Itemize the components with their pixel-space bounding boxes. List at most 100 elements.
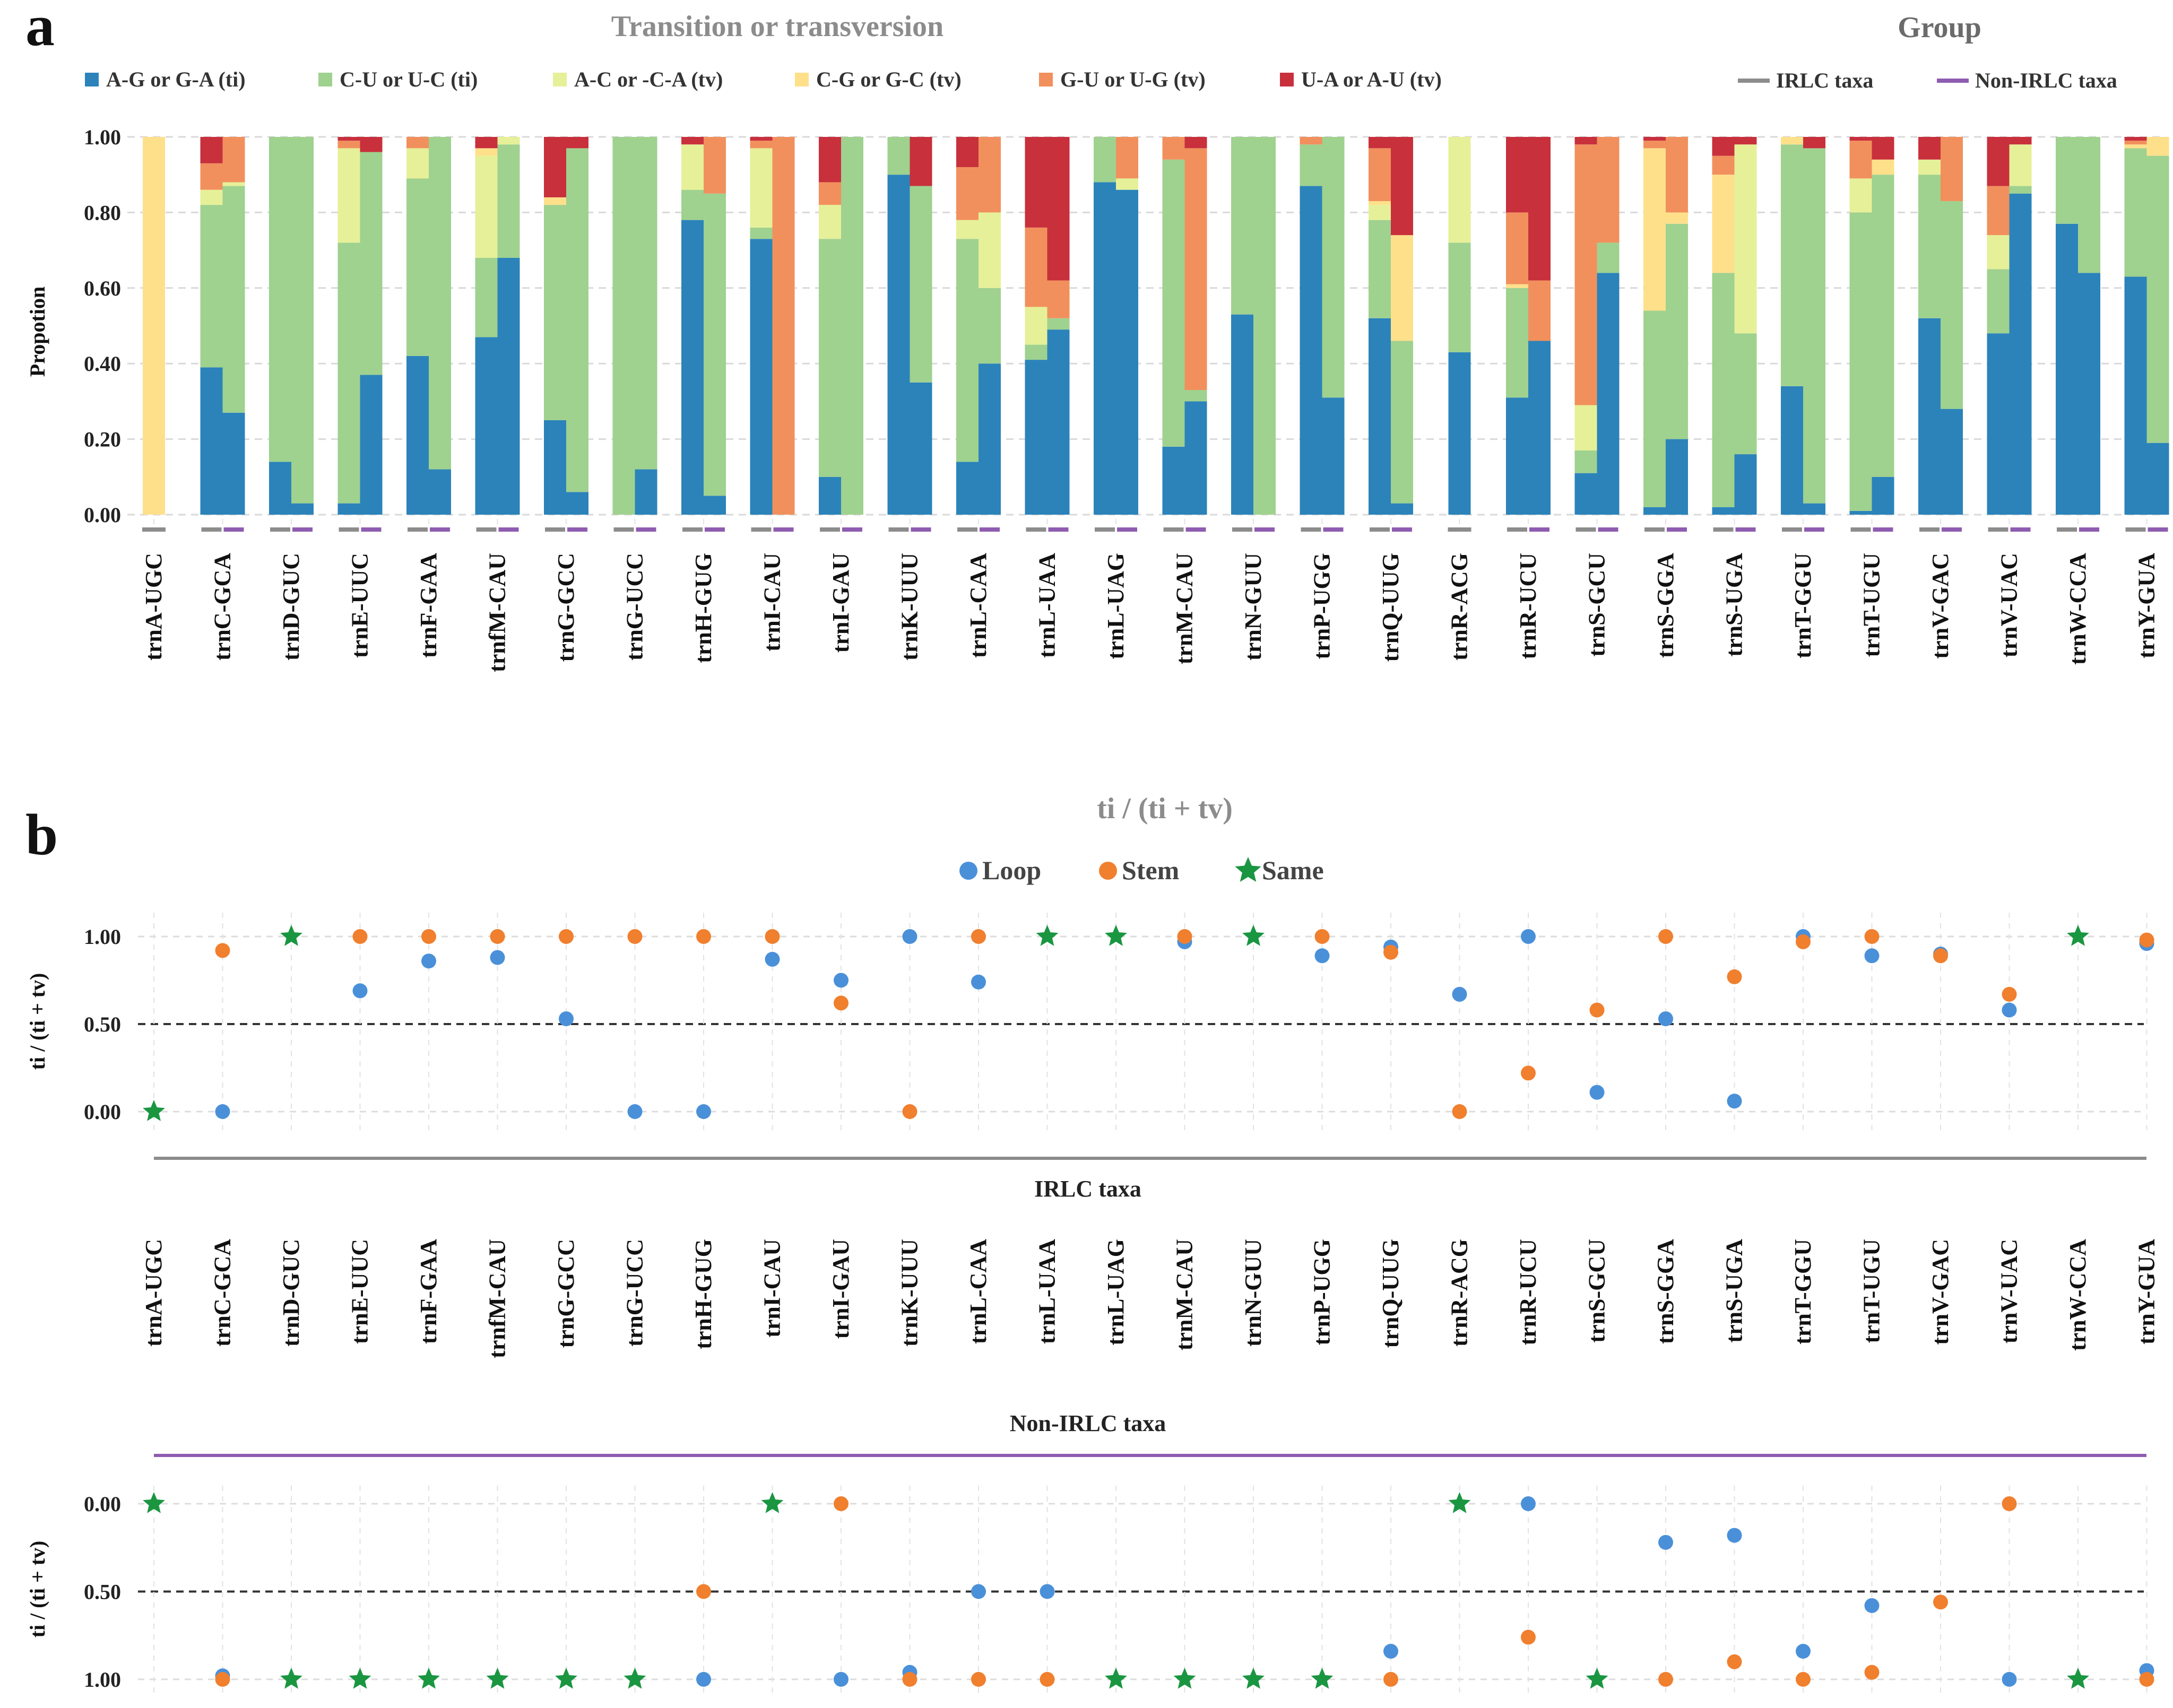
a-bar-non-irlc-2-0 <box>291 503 314 515</box>
a-category-label-14: trnL-UAG <box>1103 553 1129 659</box>
a-bar-non-irlc-13-0 <box>1047 330 1070 515</box>
b-irlc-stem-point-1 <box>215 943 230 958</box>
a-bar-non-irlc-24-1 <box>1803 148 1825 504</box>
a-bar-irlc-16-0 <box>1231 314 1253 515</box>
a-category-label-24: trnT-GGU <box>1790 553 1816 658</box>
b-non-irlc-same-point-9 <box>761 1492 784 1513</box>
legend-swatch-0 <box>85 73 99 86</box>
a-bar-irlc-29-4 <box>2124 141 2147 145</box>
a-bar-non-irlc-25-1 <box>1872 175 1894 477</box>
a-bar-non-irlc-7-1 <box>635 137 657 470</box>
a-bar-irlc-23-3 <box>1712 175 1735 273</box>
a-bar-irlc-20-3 <box>1506 284 1528 288</box>
a-bar-irlc-26-0 <box>1918 318 1941 515</box>
a-bar-irlc-29-1 <box>2124 148 2147 277</box>
b-non-irlc-same-point-17 <box>1311 1668 1334 1689</box>
legend-label-4: G-U or U-G (tv) <box>1060 67 1206 91</box>
a-bar-non-irlc-26-0 <box>1941 409 1963 515</box>
b-non-irlc-stem-point-25 <box>1864 1664 1880 1680</box>
a-bar-irlc-10-4 <box>819 182 841 205</box>
b-irlc-loop-point-22 <box>1658 1011 1673 1027</box>
a-bar-non-irlc-13-5 <box>1047 137 1070 281</box>
a-category-label-27: trnV-UAC <box>1996 553 2022 657</box>
b-non-irlc-ytick-0: 0.00 <box>84 1492 121 1516</box>
a-bar-irlc-19-2 <box>1448 137 1471 243</box>
a-bar-irlc-11-1 <box>887 137 910 175</box>
a-bar-non-irlc-3-1 <box>360 152 383 375</box>
a-bar-irlc-6-0 <box>544 420 566 515</box>
b-non-irlc-stem-point-10 <box>834 1496 849 1511</box>
b-non-irlc-stem-point-20 <box>1521 1629 1536 1645</box>
b-category-label-11: trnK-UUU <box>897 1239 923 1347</box>
legend-swatch-2 <box>553 73 567 86</box>
a-bar-non-irlc-4-1 <box>429 137 451 470</box>
a-bar-irlc-9-2 <box>750 148 773 228</box>
a-bar-irlc-23-0 <box>1712 507 1735 515</box>
a-bar-non-irlc-14-2 <box>1116 178 1138 190</box>
a-bar-irlc-28-0 <box>2056 223 2078 515</box>
a-ytick-0: 0.00 <box>84 503 121 527</box>
b-non-irlc-stem-point-18 <box>1383 1672 1398 1687</box>
a-bar-irlc-12-1 <box>956 239 979 462</box>
a-bar-irlc-15-0 <box>1162 446 1185 515</box>
a-bar-irlc-8-2 <box>681 144 704 190</box>
b-category-label-9: trnI-CAU <box>759 1239 785 1338</box>
b-irlc-stem-point-6 <box>559 929 574 944</box>
a-bar-non-irlc-5-0 <box>497 257 520 515</box>
b-non-irlc-stem-point-29 <box>2139 1672 2154 1687</box>
b-non-irlc-same-point-19 <box>1448 1492 1471 1513</box>
a-bar-irlc-29-5 <box>2124 137 2147 141</box>
a-bar-non-irlc-14-0 <box>1116 189 1138 515</box>
a-bar-non-irlc-18-1 <box>1391 341 1413 504</box>
a-bar-irlc-8-0 <box>681 220 704 515</box>
a-bar-non-irlc-10-1 <box>841 137 863 515</box>
legend-swatch-4 <box>1039 73 1053 86</box>
a-bar-irlc-10-2 <box>819 205 841 239</box>
a-bar-non-irlc-22-1 <box>1666 223 1688 439</box>
b-legend-marker-2 <box>1235 857 1261 882</box>
a-bar-irlc-9-1 <box>750 227 773 239</box>
a-bar-irlc-22-0 <box>1643 507 1666 515</box>
b-irlc-same-point-0 <box>143 1100 165 1121</box>
a-bar-non-irlc-27-2 <box>2009 144 2032 186</box>
a-bar-non-irlc-21-4 <box>1597 137 1620 243</box>
b-category-label-27: trnV-UAC <box>1996 1239 2022 1343</box>
b-irlc-ytick-0: 0.00 <box>84 1100 121 1124</box>
b-category-label-10: trnI-GAU <box>828 1239 854 1339</box>
a-bar-irlc-26-1 <box>1918 175 1941 318</box>
b-legend-label-1: Stem <box>1122 855 1179 885</box>
b-irlc-loop-point-12 <box>971 974 986 990</box>
b-irlc-loop-point-21 <box>1589 1085 1605 1100</box>
a-bar-irlc-7-1 <box>612 137 635 515</box>
a-bar-non-irlc-15-1 <box>1184 390 1207 402</box>
a-bar-irlc-3-0 <box>337 503 360 515</box>
a-bar-irlc-12-0 <box>956 462 979 515</box>
a-category-label-29: trnY-GUA <box>2134 553 2160 658</box>
a-bar-irlc-18-3 <box>1369 201 1391 205</box>
a-bar-irlc-20-0 <box>1506 397 1528 515</box>
b-category-label-7: trnG-UCC <box>622 1239 648 1347</box>
b-category-label-15: trnM-CAU <box>1172 1239 1198 1350</box>
b-irlc-loop-point-9 <box>765 951 780 967</box>
a-ytick-1: 0.20 <box>84 428 121 452</box>
a-bar-irlc-22-1 <box>1643 310 1666 507</box>
panel-b-label: b <box>25 802 58 867</box>
a-bar-non-irlc-1-0 <box>222 412 245 515</box>
a-bar-non-irlc-1-4 <box>222 137 245 183</box>
b-non-irlc-ytick-1: 0.50 <box>84 1580 121 1604</box>
a-bar-non-irlc-26-4 <box>1941 137 1963 202</box>
legend-label-3: C-G or G-C (tv) <box>816 67 962 91</box>
b-category-label-20: trnR-UCU <box>1515 1239 1541 1345</box>
a-bar-irlc-29-0 <box>2124 276 2147 515</box>
a-bar-irlc-14-0 <box>1094 182 1116 515</box>
a-bar-irlc-5-0 <box>475 337 498 515</box>
group-legend-label-1: Non-IRLC taxa <box>1975 68 2117 92</box>
a-bar-irlc-1-5 <box>200 137 223 163</box>
b-non-irlc-same-point-4 <box>418 1668 440 1689</box>
a-bar-non-irlc-6-5 <box>566 137 588 149</box>
a-category-label-12: trnL-CAA <box>965 553 991 658</box>
a-bar-irlc-25-5 <box>1849 137 1872 141</box>
b-irlc-stem-point-17 <box>1314 929 1330 944</box>
legend-label-5: U-A or A-U (tv) <box>1301 67 1442 91</box>
a-bar-irlc-1-2 <box>200 189 223 205</box>
